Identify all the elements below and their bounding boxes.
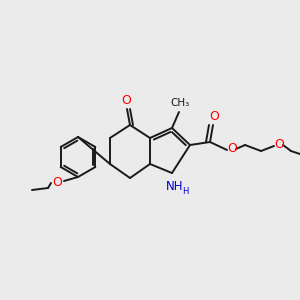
- Text: O: O: [209, 110, 219, 124]
- Text: O: O: [274, 137, 284, 151]
- Text: H: H: [182, 188, 188, 196]
- Text: O: O: [227, 142, 237, 154]
- Text: NH: NH: [166, 179, 184, 193]
- Text: O: O: [52, 176, 62, 190]
- Text: CH₃: CH₃: [170, 98, 190, 108]
- Text: O: O: [121, 94, 131, 106]
